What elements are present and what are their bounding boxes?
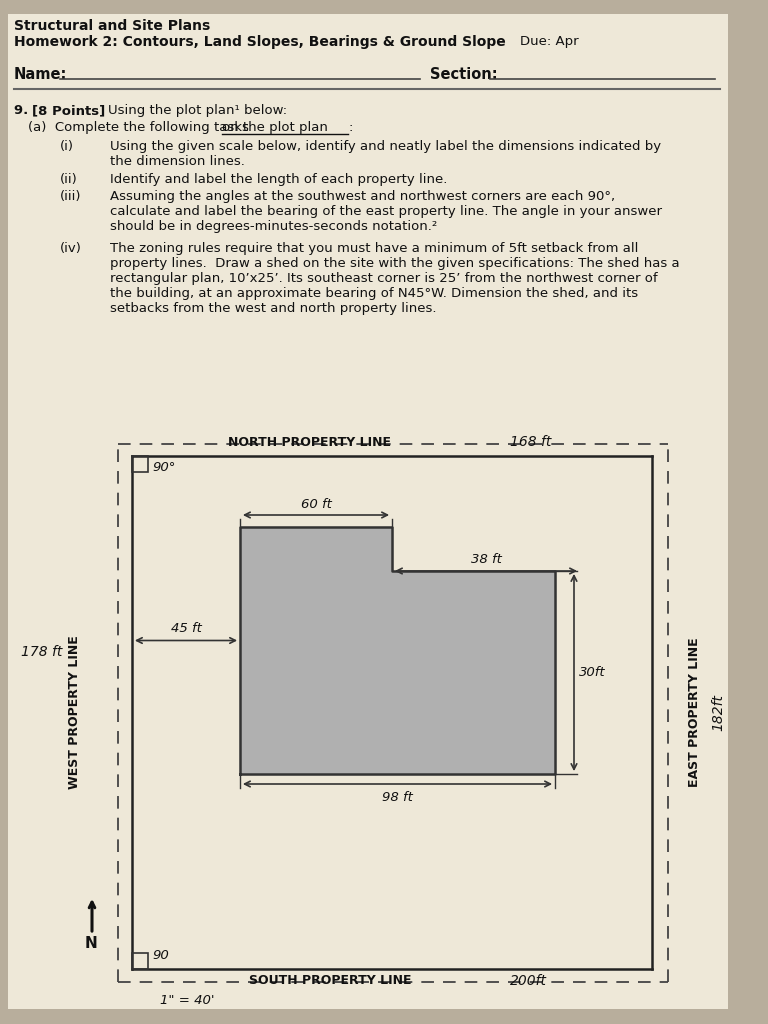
Text: Structural and Site Plans: Structural and Site Plans (14, 19, 210, 33)
Text: Using the plot plan¹ below:: Using the plot plan¹ below: (108, 104, 287, 117)
Text: 30ft: 30ft (579, 666, 606, 679)
Text: (iv): (iv) (60, 242, 82, 255)
Text: 60 ft: 60 ft (300, 498, 332, 511)
Text: [8 Points]: [8 Points] (32, 104, 105, 117)
Text: SOUTH PROPERTY LINE: SOUTH PROPERTY LINE (249, 974, 411, 987)
Text: N: N (85, 936, 98, 951)
Bar (132, 953, 148, 969)
Polygon shape (240, 527, 555, 774)
Text: (iii): (iii) (60, 190, 81, 203)
Text: (ii): (ii) (60, 173, 78, 186)
Text: 1" = 40': 1" = 40' (160, 994, 214, 1007)
Text: 45 ft: 45 ft (170, 623, 201, 636)
Text: Section:: Section: (430, 67, 498, 82)
Text: 200ft: 200ft (510, 974, 547, 988)
Text: Using the given scale below, identify and neatly label the dimensions indicated : Using the given scale below, identify an… (110, 140, 661, 168)
Bar (132, 456, 148, 472)
Text: 178 ft: 178 ft (22, 645, 63, 659)
Text: on the plot plan: on the plot plan (222, 121, 328, 134)
Text: The zoning rules require that you must have a minimum of 5ft setback from all
pr: The zoning rules require that you must h… (110, 242, 680, 315)
Text: Identify and label the length of each property line.: Identify and label the length of each pr… (110, 173, 448, 186)
Text: 90: 90 (152, 949, 169, 962)
Text: WEST PROPERTY LINE: WEST PROPERTY LINE (68, 636, 81, 790)
Text: Assuming the angles at the southwest and northwest corners are each 90°,
calcula: Assuming the angles at the southwest and… (110, 190, 662, 233)
Text: (i): (i) (60, 140, 74, 153)
Text: 168 ft: 168 ft (510, 435, 551, 449)
Text: 98 ft: 98 ft (382, 791, 413, 804)
Text: NORTH PROPERTY LINE: NORTH PROPERTY LINE (229, 436, 392, 449)
Text: EAST PROPERTY LINE: EAST PROPERTY LINE (688, 638, 701, 787)
Text: 38 ft: 38 ft (471, 553, 502, 566)
Text: 90°: 90° (152, 461, 175, 474)
Text: Homework 2: Contours, Land Slopes, Bearings & Ground Slope: Homework 2: Contours, Land Slopes, Beari… (14, 35, 506, 49)
Text: 9.: 9. (14, 104, 38, 117)
Text: 182ft: 182ft (711, 694, 725, 731)
Text: Name:: Name: (14, 67, 68, 82)
Text: (a)  Complete the following tasks: (a) Complete the following tasks (28, 121, 253, 134)
Text: :: : (348, 121, 353, 134)
Text: Due: Apr: Due: Apr (520, 35, 578, 48)
